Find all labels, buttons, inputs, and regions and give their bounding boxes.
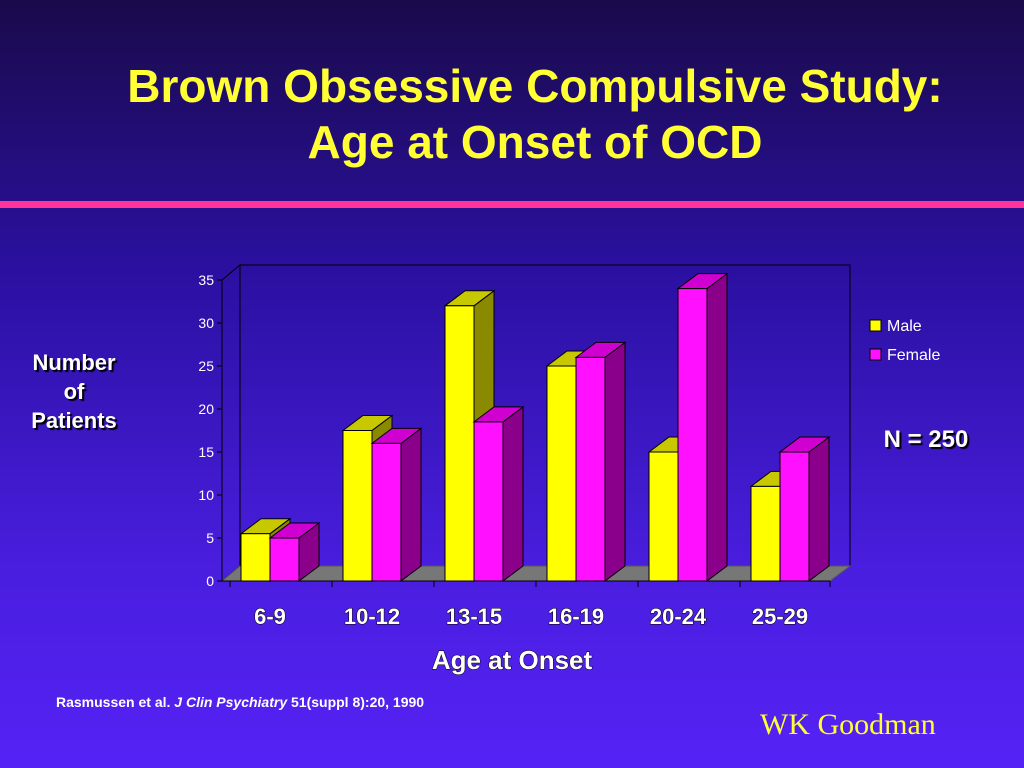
- x-tick-label: 13-15: [446, 604, 502, 629]
- y-tick-label: 15: [198, 444, 214, 460]
- bar-side: [502, 405, 524, 582]
- y-axis-label: Number of Patients: [10, 348, 138, 435]
- y-tick-label: 35: [198, 272, 214, 288]
- x-axis-label: Age at Onset: [432, 645, 593, 675]
- bar-female-16-19: [574, 341, 627, 582]
- bar-face: [444, 305, 475, 582]
- y-axis-label-line-2: of: [63, 379, 85, 404]
- bar-female-25-29: [778, 436, 831, 582]
- legend-label-male: Male: [887, 318, 922, 335]
- bar-female-20-24: [676, 272, 729, 582]
- citation-journal: J Clin Psychiatry: [174, 694, 288, 710]
- citation: Rasmussen et al. J Clin Psychiatry 51(su…: [56, 694, 424, 710]
- x-tick-label: 25-29: [752, 604, 808, 629]
- y-axis-label-line-3: Patients: [31, 408, 117, 433]
- legend-swatch-female: [869, 348, 882, 361]
- x-tick-label: 20-24: [650, 604, 707, 629]
- x-tick-label: 6-9: [254, 604, 286, 629]
- bar-face: [473, 421, 504, 582]
- bar-face: [750, 485, 781, 582]
- title-divider: [0, 201, 1024, 208]
- y-tick-label: 25: [198, 358, 214, 374]
- legend-label-female: Female: [887, 347, 940, 364]
- bar-face: [269, 537, 300, 582]
- bar-female-13-15: [472, 405, 525, 582]
- title-line-2: Age at Onset of OCD: [307, 116, 763, 168]
- bar-female-10-12: [370, 427, 423, 582]
- bar-face: [342, 430, 373, 582]
- y-tick-label: 5: [206, 530, 214, 546]
- legend-swatch-male: [869, 319, 882, 332]
- x-tick-label: 10-12: [344, 604, 400, 629]
- x-tick-label: 16-19: [548, 604, 604, 629]
- bar-face: [779, 451, 810, 582]
- bar-face: [371, 442, 402, 582]
- bar-face: [546, 365, 577, 582]
- author-credit: WK Goodman: [760, 708, 936, 741]
- y-axis-label-line-1: Number: [32, 350, 116, 375]
- bar-face: [240, 533, 271, 582]
- bar-face: [648, 451, 679, 582]
- citation-details: 51(suppl 8):20, 1990: [287, 694, 425, 710]
- slide-title: Brown Obsessive Compulsive Study: Age at…: [40, 58, 1024, 170]
- bar-face: [575, 356, 606, 582]
- bar-side: [400, 427, 422, 582]
- y-tick-label: 20: [198, 401, 214, 417]
- chart-side-wall: [221, 263, 241, 583]
- y-tick-label: 0: [206, 573, 214, 589]
- sample-size-label: N = 250: [883, 426, 969, 453]
- bar-side: [604, 341, 626, 582]
- citation-authors: Rasmussen et al.: [56, 694, 175, 710]
- bar-face: [677, 288, 708, 582]
- bar-female-6-9: [268, 522, 321, 582]
- bar-side: [808, 436, 830, 582]
- y-tick-label: 30: [198, 315, 214, 331]
- title-line-1: Brown Obsessive Compulsive Study:: [127, 60, 943, 112]
- y-tick-label: 10: [198, 487, 214, 503]
- bar-side: [706, 272, 728, 582]
